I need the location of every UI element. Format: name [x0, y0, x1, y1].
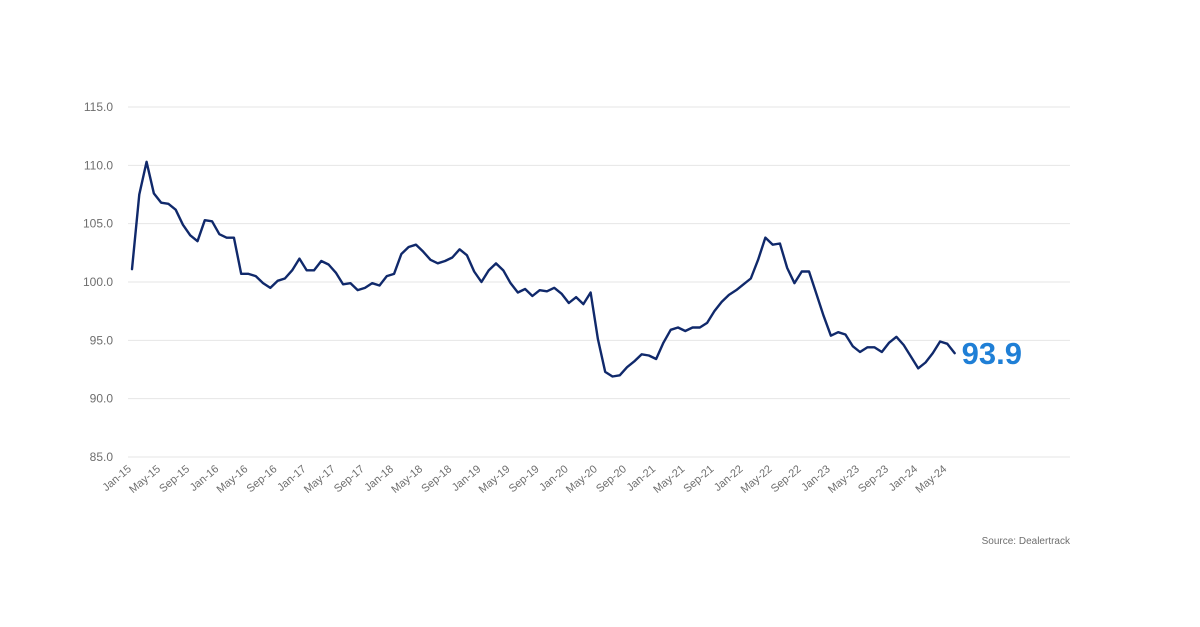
- series-line: [130, 160, 956, 378]
- x-tick-label: May-21: [651, 463, 687, 496]
- y-axis-ticks: 85.0 90.0 95.0 100.0 105.0 110.0 115.0: [83, 100, 113, 464]
- x-tick-label: May-24: [913, 463, 949, 496]
- x-tick-label: Sep-19: [507, 463, 542, 495]
- y-tick-label: 110.0: [84, 158, 113, 172]
- x-tick-label: Sep-16: [245, 463, 280, 495]
- x-tick-label: Sep-15: [157, 463, 192, 495]
- y-tick-label: 115.0: [84, 100, 113, 114]
- x-tick-label: Sep-18: [419, 463, 454, 495]
- last-value-label: 93.9: [962, 336, 1022, 371]
- x-tick-label: May-22: [739, 463, 775, 496]
- source-note: Source: Dealertrack: [982, 536, 1071, 547]
- x-tick-label: Sep-23: [856, 463, 891, 495]
- x-tick-label: May-15: [127, 463, 163, 496]
- y-tick-label: 100.0: [83, 275, 113, 289]
- x-tick-label: May-18: [389, 463, 425, 496]
- x-axis-ticks: Jan-15May-15Sep-15Jan-16May-16Sep-16Jan-…: [100, 463, 949, 496]
- x-tick-label: Sep-20: [594, 463, 629, 495]
- y-tick-label: 105.0: [83, 217, 113, 231]
- x-tick-label: May-17: [302, 463, 338, 496]
- x-tick-label: Sep-22: [769, 463, 804, 495]
- y-tick-label: 90.0: [90, 392, 114, 406]
- x-tick-label: May-20: [564, 463, 600, 496]
- y-tick-label: 85.0: [90, 450, 114, 464]
- x-tick-label: Sep-21: [681, 463, 716, 495]
- x-tick-label: May-23: [826, 463, 862, 496]
- x-tick-label: May-16: [215, 463, 251, 496]
- gridlines: [128, 106, 1070, 458]
- y-tick-label: 95.0: [90, 333, 114, 347]
- x-tick-label: Sep-17: [332, 463, 367, 495]
- x-tick-label: May-19: [477, 463, 513, 496]
